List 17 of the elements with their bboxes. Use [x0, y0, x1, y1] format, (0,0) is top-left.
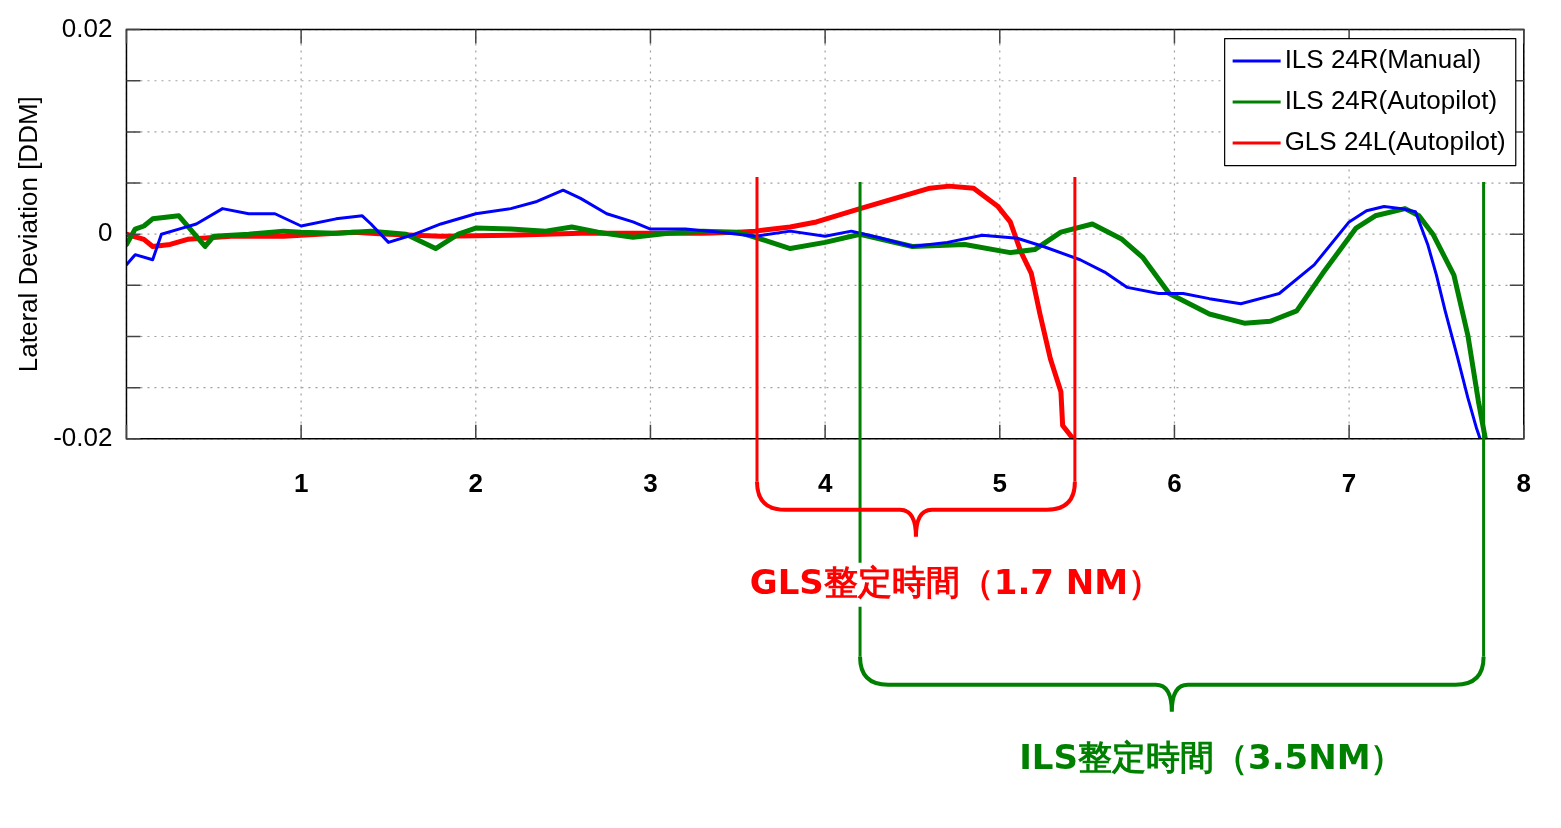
x-tick-label: 5 — [992, 467, 1008, 498]
y-tick-label: -0.02 — [53, 421, 113, 452]
text: ILS整定時間（3.5NM） — [1019, 736, 1405, 777]
x-tick-label: 6 — [1167, 467, 1182, 498]
legend-label: ILS 24R(Manual) — [1284, 44, 1482, 75]
x-tick-label: 8 — [1516, 467, 1531, 498]
y-tick-label: 0.02 — [61, 12, 113, 43]
text: GLS整定時間（1.7 NM） — [749, 561, 1163, 602]
y-tick-label: 0 — [97, 217, 113, 248]
x-tick-label: 2 — [468, 467, 484, 498]
legend-label: ILS 24R(Autopilot) — [1284, 85, 1498, 116]
x-tick-label: 4 — [817, 467, 833, 498]
y-axis-title: Lateral Deviation [DDM] — [12, 96, 43, 373]
x-tick-label: 3 — [643, 467, 658, 498]
x-tick-label: 7 — [1341, 467, 1357, 498]
x-tick-label: 1 — [293, 467, 309, 498]
legend-label: GLS 24L(Autopilot) — [1284, 126, 1506, 157]
